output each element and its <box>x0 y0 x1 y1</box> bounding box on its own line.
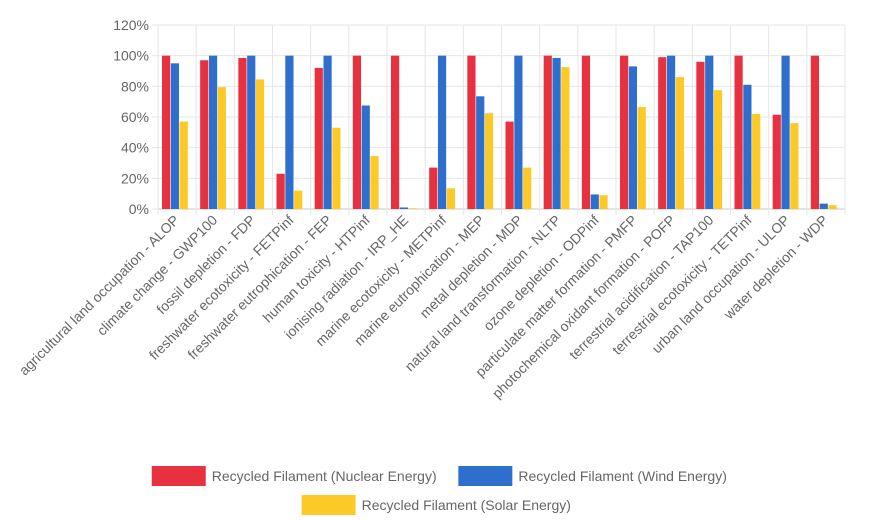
bar[interactable] <box>255 79 265 209</box>
legend-label: Recycled Filament (Solar Energy) <box>362 497 571 513</box>
legend-item[interactable]: Recycled Filament (Nuclear Energy) <box>151 466 437 486</box>
bar[interactable] <box>170 63 179 210</box>
bar[interactable] <box>429 167 438 209</box>
y-tick-label: 100% <box>113 48 149 64</box>
y-tick-label: 120% <box>113 17 149 33</box>
bar[interactable] <box>523 167 532 209</box>
bar[interactable] <box>247 55 256 209</box>
bar[interactable] <box>705 55 714 209</box>
bar[interactable] <box>361 105 370 210</box>
bar[interactable] <box>399 207 408 209</box>
bar[interactable] <box>552 57 561 209</box>
legend-item[interactable]: Recycled Filament (Wind Energy) <box>458 466 727 486</box>
bar[interactable] <box>543 55 552 209</box>
bar[interactable] <box>828 205 837 209</box>
bar[interactable] <box>505 121 514 209</box>
bars <box>162 55 837 210</box>
bar[interactable] <box>810 55 820 209</box>
bar[interactable] <box>620 55 629 209</box>
bar[interactable] <box>179 121 188 209</box>
bar[interactable] <box>285 55 294 209</box>
y-axis-ticks: 0% 20% 40% 60% 80% 100% 120% <box>113 17 149 217</box>
bar[interactable] <box>819 203 828 209</box>
bar[interactable] <box>790 123 799 209</box>
bar[interactable] <box>581 55 591 209</box>
y-tick-label: 80% <box>121 78 149 94</box>
bar[interactable] <box>238 57 247 209</box>
bar[interactable] <box>590 194 599 209</box>
x-axis-ticks: agricultural land occupation - ALOPclima… <box>16 212 831 402</box>
bar[interactable] <box>599 195 608 209</box>
bar[interactable] <box>437 55 447 209</box>
bar[interactable] <box>514 55 523 209</box>
bar[interactable] <box>772 114 781 209</box>
bar[interactable] <box>314 67 323 209</box>
bar[interactable] <box>332 127 341 209</box>
y-tick-label: 40% <box>121 140 149 156</box>
bar[interactable] <box>713 90 723 209</box>
bar[interactable] <box>370 156 379 209</box>
bar[interactable] <box>276 173 285 209</box>
bar[interactable] <box>467 55 476 209</box>
legend-swatch <box>458 466 513 486</box>
legend-label: Recycled Filament (Nuclear Energy) <box>212 468 437 484</box>
bar[interactable] <box>323 55 332 209</box>
bar[interactable] <box>561 67 570 210</box>
y-tick-label: 20% <box>121 170 149 186</box>
legend-swatch <box>301 495 356 515</box>
bar[interactable] <box>476 96 485 209</box>
bar[interactable] <box>781 55 790 209</box>
bar[interactable] <box>352 55 362 209</box>
legend-item[interactable]: Recycled Filament (Solar Energy) <box>301 495 571 515</box>
bar[interactable] <box>637 107 646 209</box>
x-tick-label: terrestrial ecotoxicity - TETPinf <box>609 212 755 358</box>
bar[interactable] <box>628 66 637 210</box>
grid <box>152 24 846 215</box>
bar[interactable] <box>162 55 171 209</box>
bar[interactable] <box>743 84 752 209</box>
bar[interactable] <box>675 77 684 209</box>
bar[interactable] <box>484 113 494 209</box>
bar[interactable] <box>200 60 209 210</box>
bar[interactable] <box>217 87 226 209</box>
bar[interactable] <box>294 190 303 209</box>
bar[interactable] <box>658 57 667 210</box>
bar[interactable] <box>391 55 400 209</box>
bar[interactable] <box>696 61 705 209</box>
legend-swatch <box>151 466 206 486</box>
bar[interactable] <box>408 208 417 209</box>
bar[interactable] <box>666 55 676 209</box>
y-tick-label: 0% <box>129 201 149 217</box>
bar[interactable] <box>208 55 218 209</box>
legend[interactable]: Recycled Filament (Nuclear Energy) Recycl… <box>151 466 727 515</box>
bar[interactable] <box>446 188 455 209</box>
bar[interactable] <box>734 55 743 209</box>
bar[interactable] <box>752 113 761 209</box>
y-tick-label: 60% <box>121 109 149 125</box>
legend-label: Recycled Filament (Wind Energy) <box>518 468 727 484</box>
